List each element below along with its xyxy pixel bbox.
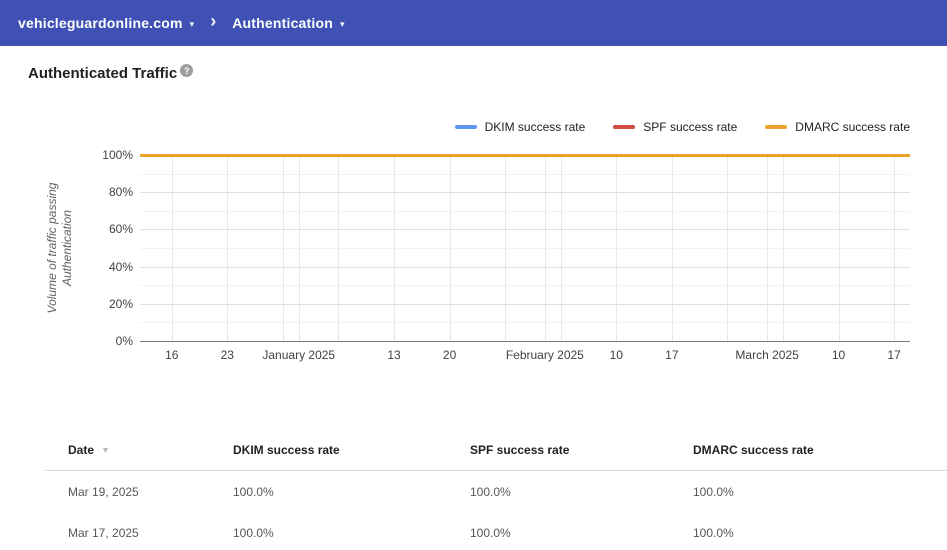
gridline-vertical <box>894 155 896 341</box>
domain-selector-label: vehicleguardonline.com <box>18 15 183 31</box>
x-axis-tick-label: January 2025 <box>262 348 336 362</box>
page-title-row: Authenticated Traffic ? <box>28 64 947 84</box>
legend-item-dmarc: DMARC success rate <box>765 120 910 134</box>
x-axis-tick-label: March 2025 <box>735 348 799 362</box>
gridline-vertical <box>671 155 673 341</box>
gridline-vertical <box>171 155 173 341</box>
column-header-spf: SPF success rate <box>470 443 570 457</box>
table-cell-spf: 100.0% <box>470 484 511 499</box>
x-axis-tick-label: 17 <box>887 348 901 362</box>
y-axis-tick-label: 100% <box>102 148 133 162</box>
plot-area[interactable] <box>140 154 910 342</box>
gridline-horizontal <box>140 229 910 231</box>
gridline-vertical <box>560 155 562 341</box>
y-axis-title: Volume of traffic passing Authentication <box>45 182 74 314</box>
column-header-date-label: Date <box>68 443 95 457</box>
gridline-vertical <box>338 155 340 341</box>
x-axis-tick-label: 16 <box>165 348 179 362</box>
x-axis-tick-label: 10 <box>831 348 846 362</box>
gridline-vertical <box>227 155 229 341</box>
gridline-horizontal <box>140 266 910 268</box>
gridline-vertical <box>616 155 618 341</box>
gridline-vertical <box>505 155 507 341</box>
column-header-dkim: DKIM success rate <box>233 443 340 457</box>
legend-line-icon <box>613 125 636 129</box>
legend-item-dkim: DKIM success rate <box>454 120 586 134</box>
authenticated-traffic-chart: DKIM success rate SPF success rate DMARC s… <box>0 84 947 420</box>
table-cell-date: Mar 19, 2025 <box>68 484 139 499</box>
chevron-right-icon: › <box>210 11 217 31</box>
sort-desc-icon[interactable]: ▼ <box>101 445 110 455</box>
table-row: Mar 17, 2025 100.0% 100.0% 100.0% <box>45 512 947 550</box>
gridline-vertical <box>782 155 784 341</box>
help-icon[interactable]: ? <box>180 64 194 77</box>
gridline-vertical <box>282 155 284 341</box>
section-selector-label: Authentication <box>232 15 333 31</box>
caret-down-icon: ▾ <box>340 18 345 29</box>
table-header-row: Date ▼ DKIM success rate SPF success rat… <box>45 430 947 471</box>
x-axis-tick-label: 10 <box>609 348 623 362</box>
legend-item-spf: SPF success rate <box>613 120 737 134</box>
gridline-horizontal-minor <box>140 248 910 249</box>
x-axis-tick-label: 23 <box>220 348 234 362</box>
gridline-vertical <box>838 155 840 341</box>
gridline-horizontal <box>140 303 910 305</box>
auth-rate-table: Date ▼ DKIM success rate SPF success rat… <box>45 430 947 550</box>
gridline-vertical <box>394 155 396 341</box>
gridline-horizontal <box>140 341 910 342</box>
domain-selector[interactable]: vehicleguardonline.com ▾ <box>18 15 194 31</box>
legend-label: DKIM success rate <box>484 120 586 134</box>
gridline-horizontal-minor <box>140 210 910 212</box>
table-cell-dkim: 100.0% <box>233 525 274 540</box>
gridline-horizontal-minor <box>140 173 910 175</box>
gridline-horizontal-minor <box>140 322 910 324</box>
series-line-dmarc <box>140 154 910 157</box>
legend-label: DMARC success rate <box>795 120 910 134</box>
table-row: Mar 19, 2025 100.0% 100.0% 100.0% <box>45 471 947 512</box>
gridline-horizontal-minor <box>140 285 910 287</box>
page-title: Authenticated Traffic <box>28 65 178 82</box>
table-cell-dmarc: 100.0% <box>693 484 734 499</box>
x-axis-tick-label: 17 <box>665 348 679 362</box>
table-cell-date: Mar 17, 2025 <box>68 525 139 540</box>
y-axis-tick-label: 0% <box>115 334 133 348</box>
chart-legend: DKIM success rate SPF success rate DMARC s… <box>454 120 910 134</box>
column-header-dmarc: DMARC success rate <box>693 443 814 457</box>
table-cell-dkim: 100.0% <box>233 484 274 499</box>
legend-line-icon <box>454 125 477 129</box>
gridline-vertical <box>298 155 300 341</box>
gridline-horizontal <box>140 192 910 194</box>
table-cell-spf: 100.0% <box>470 525 511 540</box>
caret-down-icon: ▾ <box>189 18 195 29</box>
x-axis-tick-label: 20 <box>442 348 457 362</box>
column-header-date[interactable]: Date ▼ <box>45 443 233 457</box>
app-header: vehicleguardonline.com ▾ › Authenticatio… <box>0 0 947 46</box>
section-selector[interactable]: Authentication ▾ <box>232 15 344 31</box>
gridline-vertical <box>449 155 451 341</box>
gridline-vertical <box>767 155 769 341</box>
gridline-vertical <box>544 155 546 341</box>
table-body: Mar 19, 2025 100.0% 100.0% 100.0% Mar 17, 20… <box>45 471 947 550</box>
legend-line-icon <box>765 125 788 129</box>
legend-label: SPF success rate <box>643 120 738 134</box>
table-cell-dmarc: 100.0% <box>693 525 734 540</box>
gridline-vertical <box>727 155 729 341</box>
x-axis-tick-label: February 2025 <box>505 348 584 362</box>
x-axis-tick-label: 13 <box>387 348 401 362</box>
